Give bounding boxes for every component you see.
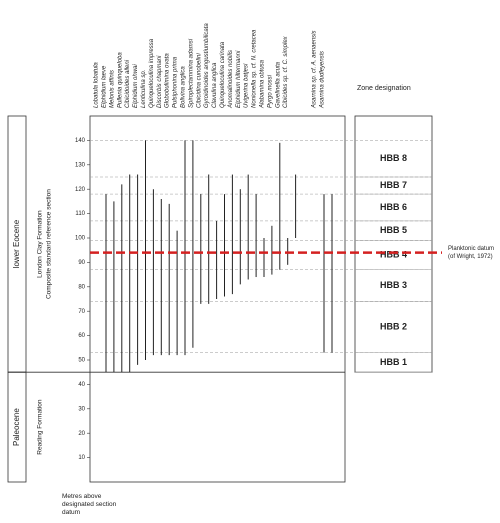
y-tick-label: 20: [78, 431, 85, 437]
species-label: Pulsiphonina prima: [173, 56, 179, 108]
species-label: Globobulimina ovata: [165, 53, 171, 108]
species-label: Elphidium hiltermanni: [236, 50, 242, 108]
y-tick-label: 50: [78, 358, 85, 364]
y-tick-label: 60: [78, 333, 85, 339]
zone-label: HBB 5: [380, 225, 407, 235]
species-label: Clavulina anglica: [212, 62, 218, 108]
species-label: Gavelinella acuta: [275, 61, 281, 108]
y-axis-label: Metres above designated section datum: [62, 493, 117, 516]
species-label: Uvigerina batjesi: [244, 63, 250, 108]
y-tick-label: 40: [78, 382, 85, 388]
y-tick-label: 30: [78, 406, 85, 412]
species-label: Anomalinoides nobilis: [228, 50, 234, 109]
datum-label: (of Wright, 1972): [448, 254, 493, 260]
species-label: Elphidium ohwai: [133, 64, 139, 108]
y-tick-label: 80: [78, 284, 85, 290]
species-label: Lenticulina sp.: [141, 70, 147, 108]
species-label: Lobatula lobatula: [94, 62, 100, 108]
species-label: Gyroidinoides angustiumbilicata: [204, 23, 210, 108]
formation-label: Reading Formation: [37, 399, 44, 455]
y-tick-label: 100: [75, 236, 86, 242]
plot-frame: [89, 115, 346, 483]
species-label: Discorbis chapmani: [157, 55, 163, 108]
zone-label: HBB 4: [380, 249, 407, 259]
species-label: Asarnina sp. cf. A. aenaensis: [312, 31, 318, 110]
y-tick-label: 10: [78, 455, 85, 461]
datum-label: Planktonic datum: [448, 246, 494, 252]
zone-label: HBB 1: [380, 357, 407, 367]
species-label: Pullenia quinqueloba: [117, 52, 123, 108]
species-label: Cibicides sp. cf. C. simplex: [283, 35, 289, 108]
y-tick-label: 130: [75, 162, 86, 168]
epoch-label: Paleocene: [12, 408, 21, 446]
y-tick-label: 140: [75, 138, 86, 144]
species-label: Pyrgo mossi: [267, 74, 273, 108]
species-label: Spiroplectammina adamsi: [188, 38, 194, 108]
species-label: Quinqueloculina impressa: [149, 38, 155, 108]
species-label: Cibicidoides alleni: [125, 59, 131, 108]
formation-label: London Clay Formation: [37, 210, 44, 278]
y-tick-label: 70: [78, 309, 85, 315]
species-label: Melonis affinis: [109, 70, 115, 108]
species-label: Elphidium laeve: [101, 65, 107, 108]
species-label: Bolivina anglica: [180, 66, 186, 108]
zone-header: Zone designation: [357, 85, 411, 92]
species-label: Nonionella sp. cf. N. cretacea: [252, 29, 258, 108]
y-tick-label: 110: [75, 211, 85, 217]
zone-label: HBB 2: [380, 321, 407, 331]
y-tick-label: 90: [78, 260, 85, 266]
species-label: Asarnina dudleyensis: [320, 51, 326, 109]
zone-label: HBB 3: [380, 280, 407, 290]
species-label: Quinqueloculina carinata: [220, 41, 226, 108]
species-label: Cibicidina cunobelini: [196, 53, 202, 108]
zone-label: HBB 7: [380, 180, 407, 190]
zone-label: HBB 6: [380, 202, 407, 212]
formation-label: Composite standard reference section: [46, 189, 53, 299]
zone-label: HBB 8: [380, 153, 407, 163]
epoch-label: lower Eocene: [12, 219, 21, 268]
y-tick-label: 120: [75, 187, 86, 193]
species-label: Alabamina obtusa: [259, 59, 265, 109]
